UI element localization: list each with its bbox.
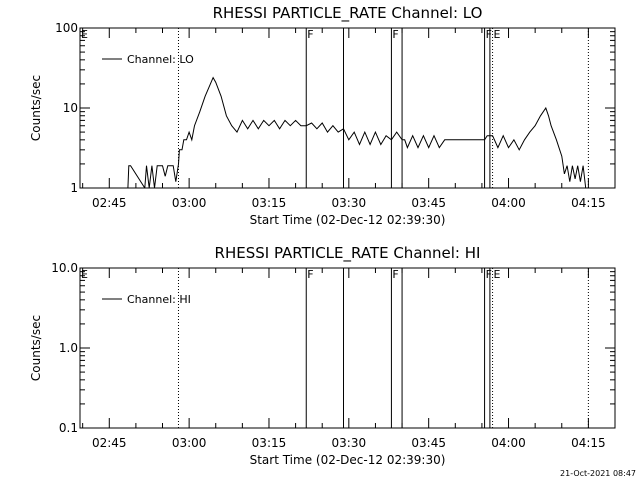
event-marker-label: E: [81, 268, 88, 281]
y-tick-label: 0.1: [59, 421, 78, 435]
x-tick-label: 03:15: [252, 436, 287, 450]
flag-label: F: [392, 28, 398, 41]
legend-label: Channel: HI: [127, 293, 191, 306]
y-tick-label: 100: [55, 21, 78, 35]
y-tick-label: 1.0: [59, 341, 78, 355]
flag-label: F: [307, 28, 313, 41]
flag-label: F: [486, 268, 492, 281]
x-tick-label: 03:45: [411, 436, 446, 450]
legend-label: Channel: LO: [127, 53, 194, 66]
x-tick-label: 04:15: [571, 196, 606, 210]
y-tick-label: 10: [63, 101, 78, 115]
chart-title: RHESSI PARTICLE_RATE Channel: HI: [215, 244, 481, 263]
plot-timestamp: 21-Oct-2021 08:47: [560, 469, 636, 478]
x-tick-label: 04:00: [491, 196, 526, 210]
x-tick-label: 04:15: [571, 436, 606, 450]
hi-channel-panel: RHESSI PARTICLE_RATE Channel: HI 0.1 1.0 10…: [29, 244, 616, 467]
x-tick-label: 02:45: [92, 196, 127, 210]
x-tick-label: 04:00: [491, 436, 526, 450]
flag-label: F: [486, 28, 492, 41]
x-tick-label: 03:00: [172, 436, 207, 450]
flag-label: F: [307, 268, 313, 281]
x-axis-label: Start Time (02-Dec-12 02:39:30): [250, 213, 446, 227]
y-axis-label: Counts/sec: [29, 75, 43, 141]
y-tick-label: 1: [70, 181, 78, 195]
event-marker-label: E: [494, 268, 501, 281]
lo-channel-panel: RHESSI PARTICLE_RATE Channel: LO 1 10 100 02…: [29, 4, 616, 227]
chart-title: RHESSI PARTICLE_RATE Channel: LO: [213, 4, 483, 23]
x-tick-label: 03:45: [411, 196, 446, 210]
x-tick-label: 03:15: [252, 196, 287, 210]
x-tick-label: 03:30: [332, 436, 367, 450]
y-tick-label: 10.0: [51, 261, 78, 275]
event-marker-label: E: [81, 28, 88, 41]
flag-label: F: [392, 268, 398, 281]
x-tick-label: 03:30: [332, 196, 367, 210]
series-line-channel-lo: [127, 76, 587, 188]
x-axis-label: Start Time (02-Dec-12 02:39:30): [250, 453, 446, 467]
y-axis-label: Counts/sec: [29, 315, 43, 381]
x-tick-label: 03:00: [172, 196, 207, 210]
event-marker-label: E: [494, 28, 501, 41]
x-tick-label: 02:45: [92, 436, 127, 450]
